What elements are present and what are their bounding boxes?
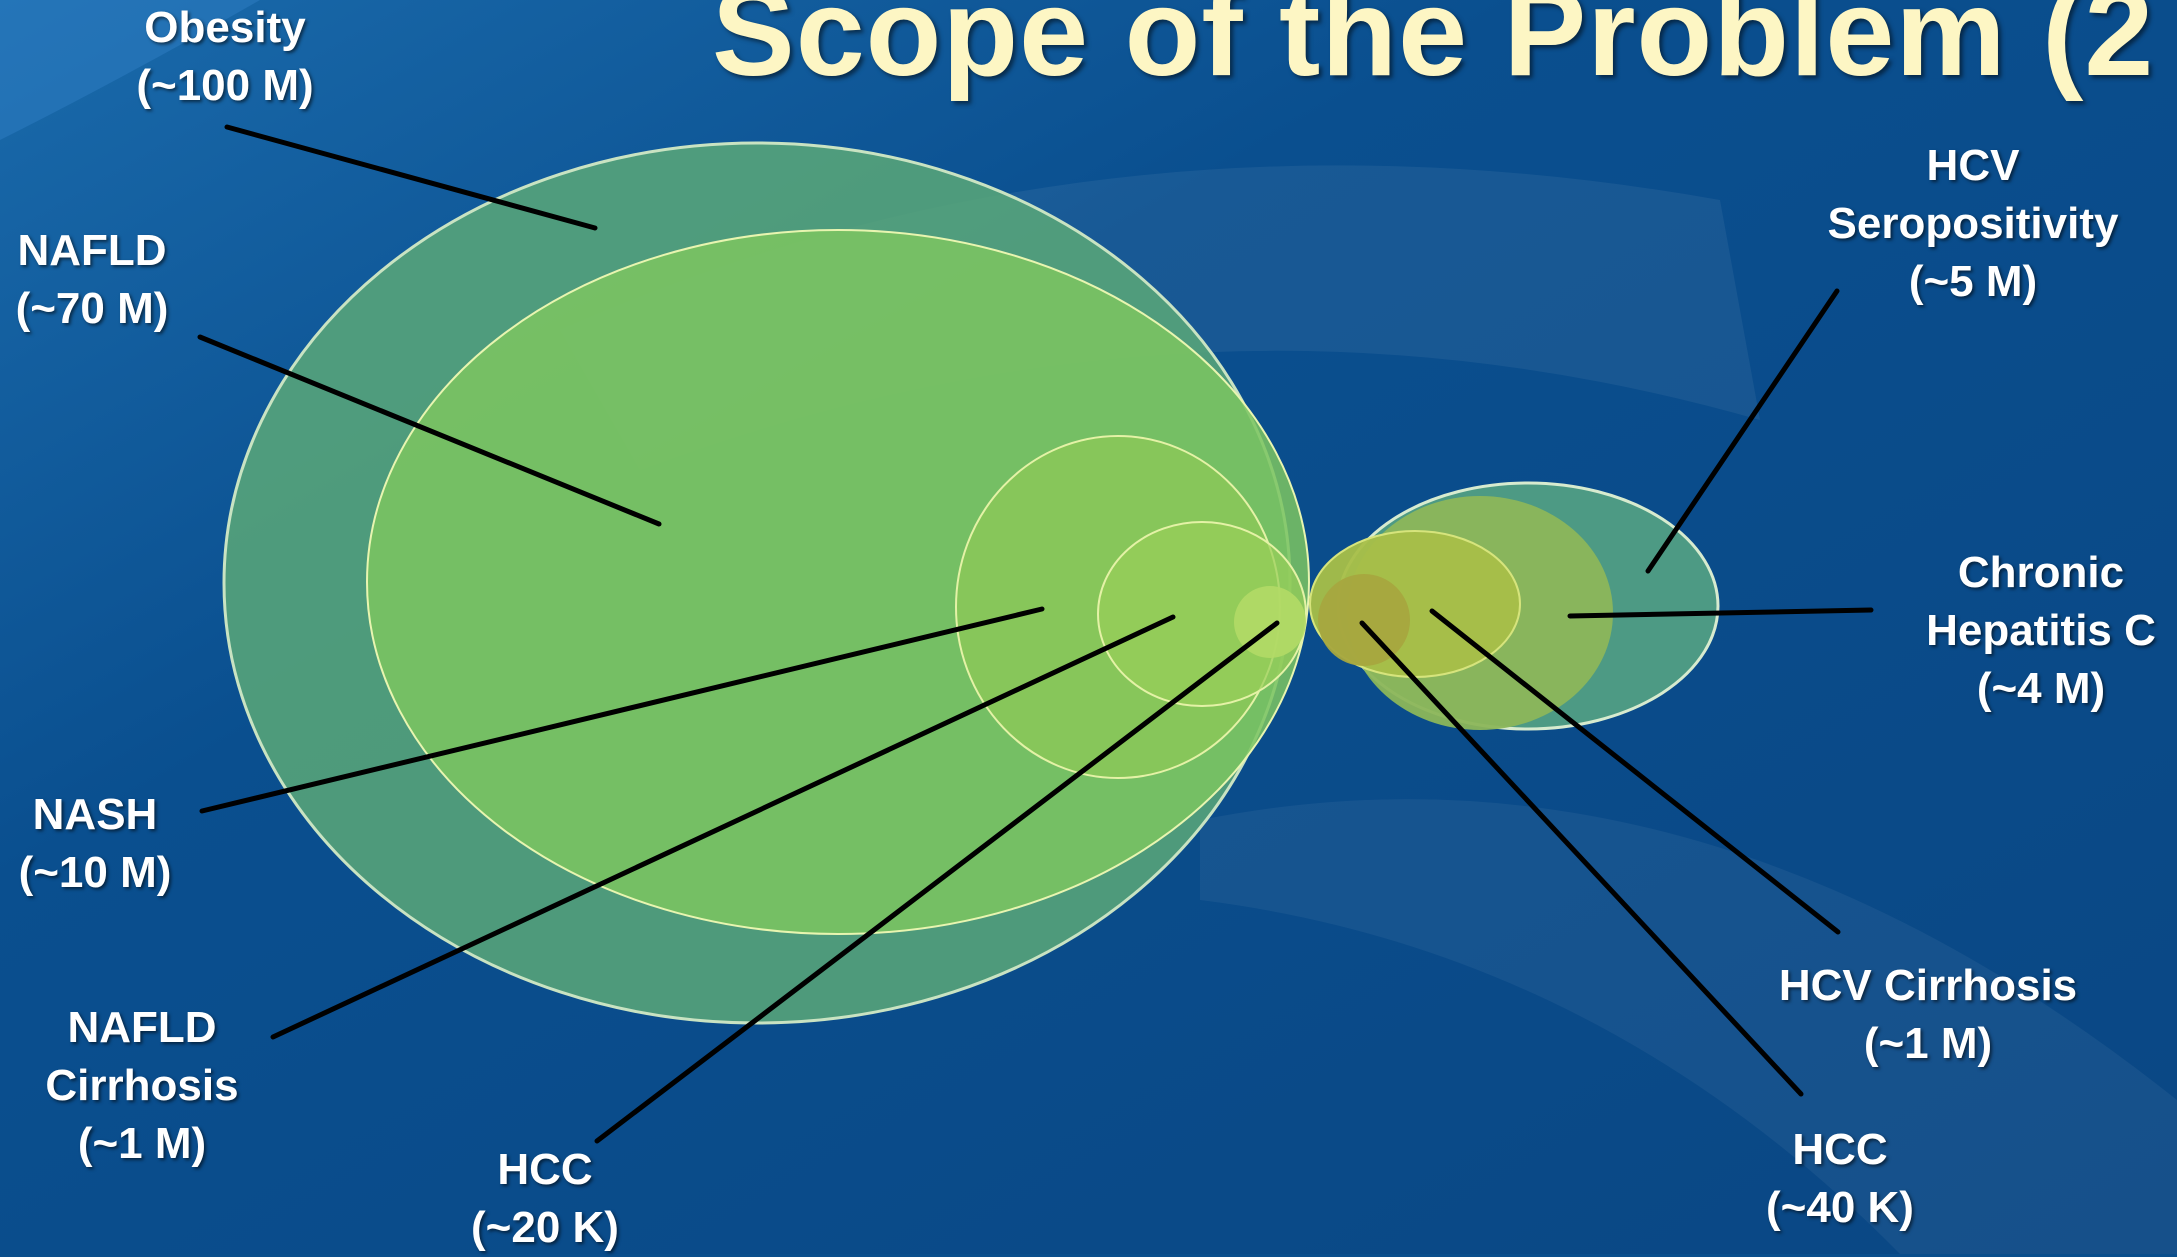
- hcc-hcv-label-line-1: HCC: [1792, 1125, 1888, 1174]
- leader-lines: [197, 124, 1874, 1144]
- hcv-seropositivity-label-line-2: Seropositivity: [1827, 199, 2119, 248]
- background-swoosh-3: [0, 0, 260, 140]
- nafld-cirrhosis-ellipse: [1097, 521, 1307, 707]
- hcc-hcv-label: HCC (~40 K): [1740, 1121, 1940, 1237]
- chronic-hep-c-leader-line: [1567, 607, 1874, 619]
- hcv-cirrhosis-label-line-2: (~1 M): [1863, 1019, 1993, 1068]
- hcv-seropositivity-label-line-3: (~5 M): [1908, 257, 2038, 306]
- obesity-label-line-1: Obesity: [144, 3, 306, 52]
- nafld-label: NAFLD (~70 M): [0, 222, 184, 338]
- nash-label-line-1: NASH: [32, 790, 158, 839]
- hcv-cirrhosis-label: HCV Cirrhosis (~1 M): [1748, 957, 2108, 1073]
- nash-label-line-2: (~10 M): [18, 848, 172, 897]
- nash-label: NASH (~10 M): [0, 786, 190, 902]
- nash-leader-line: [199, 606, 1045, 814]
- chronic-hep-c-label-line-2: Hepatitis C: [1926, 606, 2156, 655]
- chronic-hep-c-label: Chronic Hepatitis C (~4 M): [1905, 544, 2177, 718]
- nafld-cirrhosis-label-line-3: (~1 M): [77, 1119, 207, 1168]
- obesity-label: Obesity (~100 M): [110, 0, 340, 115]
- hcc-nafld-label-line-2: (~20 K): [471, 1203, 619, 1252]
- chronic-hep-c-label-line-1: Chronic: [1957, 548, 2125, 597]
- obesity-leader-line: [224, 124, 598, 231]
- hcc-hcv-ellipse: [1318, 574, 1410, 666]
- background-swoosh-2: [1200, 799, 2177, 1254]
- hcc-nafld-label-line-1: HCC: [497, 1145, 593, 1194]
- nafld-cirrhosis-label: NAFLD Cirrhosis (~1 M): [22, 999, 262, 1173]
- hcv-seropositivity-leader-line: [1645, 288, 1840, 574]
- nafld-cirrhosis-label-line-1: NAFLD: [67, 1003, 217, 1052]
- hcc-hcv-leader-line: [1359, 620, 1804, 1097]
- nafld-cirrhosis-leader-line: [270, 614, 1176, 1040]
- hcv-ellipses: [1309, 481, 1720, 731]
- hcc-nafld-leader-line: [594, 620, 1280, 1144]
- nafld-cirrhosis-label-line-2: Cirrhosis: [45, 1061, 239, 1110]
- nafld-ellipses: [222, 141, 1310, 1025]
- nafld-label-line-2: (~70 M): [15, 284, 169, 333]
- hcv-seropositivity-label: HCV Seropositivity (~5 M): [1800, 137, 2146, 311]
- hcv-cirrhosis-leader-line: [1429, 608, 1841, 935]
- hcc-nafld-label: HCC (~20 K): [440, 1141, 650, 1257]
- nafld-label-line-1: NAFLD: [17, 226, 167, 275]
- hcc-hcv-label-line-2: (~40 K): [1766, 1183, 1914, 1232]
- nafld-leader-line: [197, 334, 662, 527]
- slide-title: Scope of the Problem (2: [712, 0, 2155, 102]
- chronic-hep-c-label-line-3: (~4 M): [1976, 664, 2106, 713]
- hcv-cirrhosis-label-line-1: HCV Cirrhosis: [1778, 961, 2078, 1010]
- hcv-seropositivity-label-line-1: HCV: [1926, 141, 2020, 190]
- obesity-label-line-2: (~100 M): [136, 61, 314, 110]
